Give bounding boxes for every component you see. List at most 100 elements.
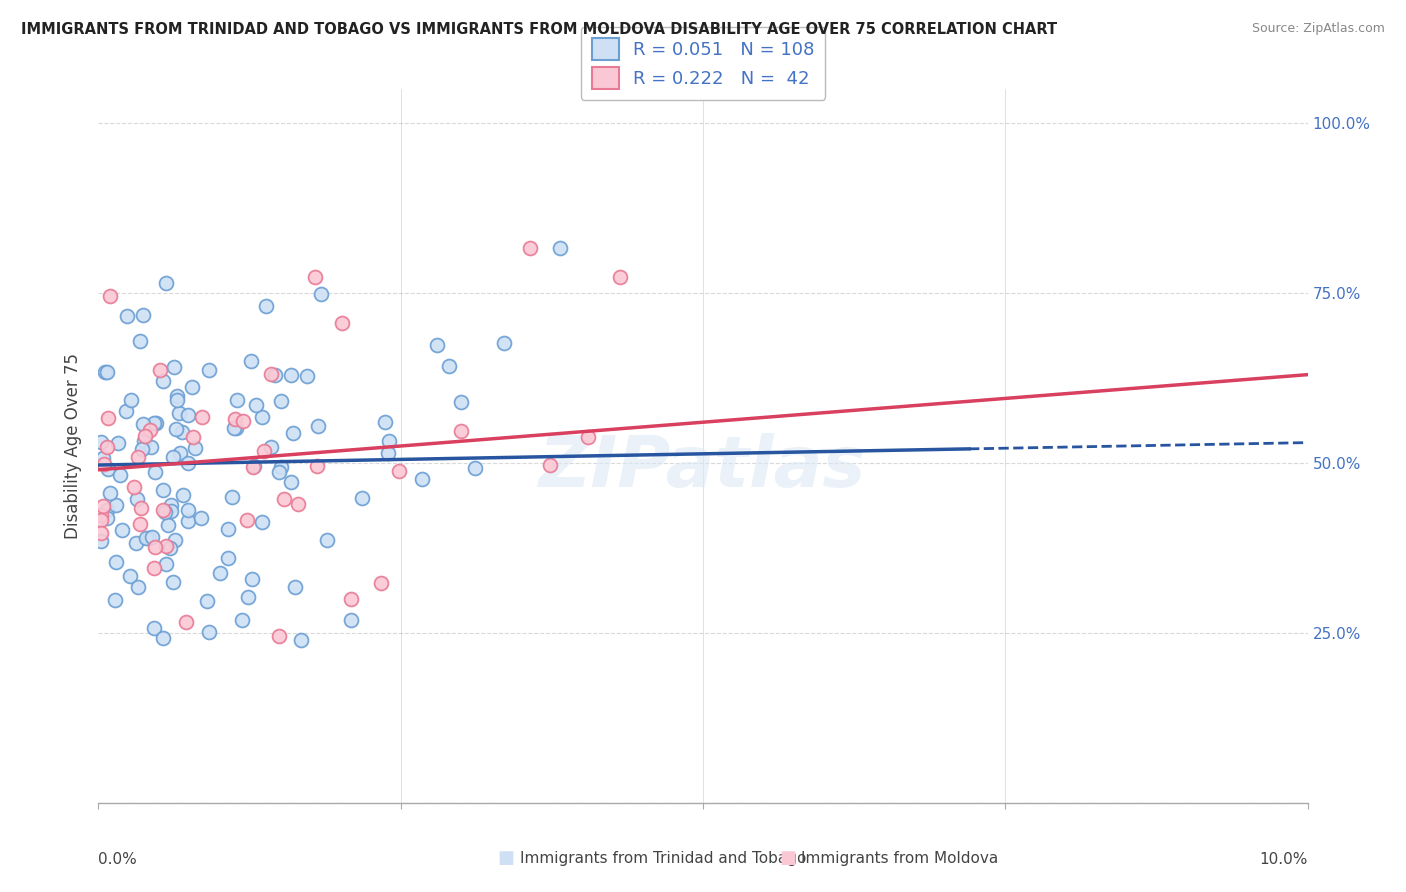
Point bbox=[287, 497, 309, 511]
Point bbox=[152, 631, 174, 645]
Point bbox=[125, 536, 148, 550]
Point bbox=[127, 581, 149, 595]
Point bbox=[250, 410, 273, 425]
Point bbox=[120, 392, 142, 407]
Point bbox=[260, 367, 283, 381]
Point bbox=[132, 417, 155, 432]
Point bbox=[98, 485, 121, 500]
Point bbox=[162, 359, 184, 374]
Point bbox=[304, 269, 326, 284]
Point bbox=[450, 424, 472, 438]
Point bbox=[260, 441, 283, 455]
Point bbox=[152, 483, 174, 497]
Point bbox=[226, 393, 249, 408]
Point bbox=[181, 380, 204, 394]
Point bbox=[378, 434, 401, 449]
Text: ■: ■ bbox=[779, 849, 796, 867]
Point bbox=[131, 442, 153, 457]
Point bbox=[609, 269, 631, 284]
Point bbox=[492, 336, 515, 351]
Point bbox=[236, 590, 259, 604]
Point bbox=[167, 406, 190, 420]
Point bbox=[142, 416, 165, 430]
Point bbox=[209, 566, 232, 580]
Point bbox=[152, 502, 174, 516]
Point bbox=[96, 366, 118, 380]
Point bbox=[284, 580, 307, 594]
Point bbox=[195, 593, 218, 607]
Point bbox=[217, 521, 239, 535]
Point bbox=[139, 441, 162, 455]
Point bbox=[352, 491, 374, 506]
Point bbox=[464, 461, 486, 475]
Point bbox=[548, 241, 571, 255]
Point bbox=[145, 416, 167, 430]
Point bbox=[115, 404, 138, 418]
Point bbox=[166, 393, 188, 408]
Point bbox=[280, 475, 302, 490]
Point bbox=[439, 359, 461, 373]
Point bbox=[240, 572, 263, 586]
Text: IMMIGRANTS FROM TRINIDAD AND TOBAGO VS IMMIGRANTS FROM MOLDOVA DISABILITY AGE OV: IMMIGRANTS FROM TRINIDAD AND TOBAGO VS I… bbox=[21, 22, 1057, 37]
Point bbox=[519, 241, 541, 255]
Point bbox=[426, 338, 449, 352]
Point bbox=[160, 499, 183, 513]
Point bbox=[295, 368, 318, 383]
Point bbox=[183, 441, 205, 455]
Point bbox=[576, 430, 599, 444]
Point bbox=[232, 414, 254, 428]
Point bbox=[181, 430, 204, 444]
Point bbox=[231, 613, 253, 627]
Point bbox=[309, 287, 332, 301]
Text: 0.0%: 0.0% bbox=[98, 852, 138, 867]
Point bbox=[165, 421, 187, 435]
Point bbox=[339, 592, 361, 607]
Point bbox=[280, 368, 302, 382]
Point bbox=[132, 308, 155, 322]
Point bbox=[305, 458, 328, 473]
Text: Source: ZipAtlas.com: Source: ZipAtlas.com bbox=[1251, 22, 1385, 36]
Point bbox=[169, 446, 191, 460]
Point bbox=[96, 502, 118, 516]
Point bbox=[377, 446, 399, 460]
Point bbox=[141, 530, 163, 544]
Point bbox=[253, 443, 276, 458]
Point bbox=[105, 555, 128, 569]
Point bbox=[264, 368, 287, 383]
Point bbox=[236, 513, 259, 527]
Point bbox=[315, 533, 337, 547]
Point bbox=[254, 300, 277, 314]
Point bbox=[172, 425, 194, 439]
Point bbox=[96, 440, 118, 454]
Point bbox=[330, 316, 353, 330]
Point bbox=[90, 508, 112, 522]
Point bbox=[135, 531, 157, 545]
Point bbox=[163, 533, 186, 547]
Point bbox=[273, 492, 295, 507]
Point bbox=[143, 560, 166, 574]
Point bbox=[374, 415, 396, 429]
Point bbox=[370, 575, 392, 590]
Point bbox=[155, 539, 177, 553]
Point bbox=[97, 410, 120, 425]
Point bbox=[111, 523, 134, 537]
Point bbox=[250, 516, 273, 530]
Point bbox=[166, 389, 188, 403]
Point bbox=[117, 309, 139, 323]
Legend: R = 0.051   N = 108, R = 0.222   N =  42: R = 0.051 N = 108, R = 0.222 N = 42 bbox=[581, 27, 825, 100]
Point bbox=[190, 511, 212, 525]
Point bbox=[90, 526, 112, 541]
Point bbox=[177, 515, 200, 529]
Point bbox=[198, 363, 221, 377]
Point bbox=[290, 633, 312, 648]
Point bbox=[98, 289, 121, 303]
Point bbox=[339, 613, 361, 627]
Text: ■: ■ bbox=[498, 849, 515, 867]
Point bbox=[162, 574, 184, 589]
Point bbox=[177, 456, 200, 470]
Point bbox=[177, 502, 200, 516]
Point bbox=[224, 412, 246, 426]
Point bbox=[270, 459, 292, 474]
Point bbox=[139, 423, 162, 437]
Point bbox=[155, 276, 177, 290]
